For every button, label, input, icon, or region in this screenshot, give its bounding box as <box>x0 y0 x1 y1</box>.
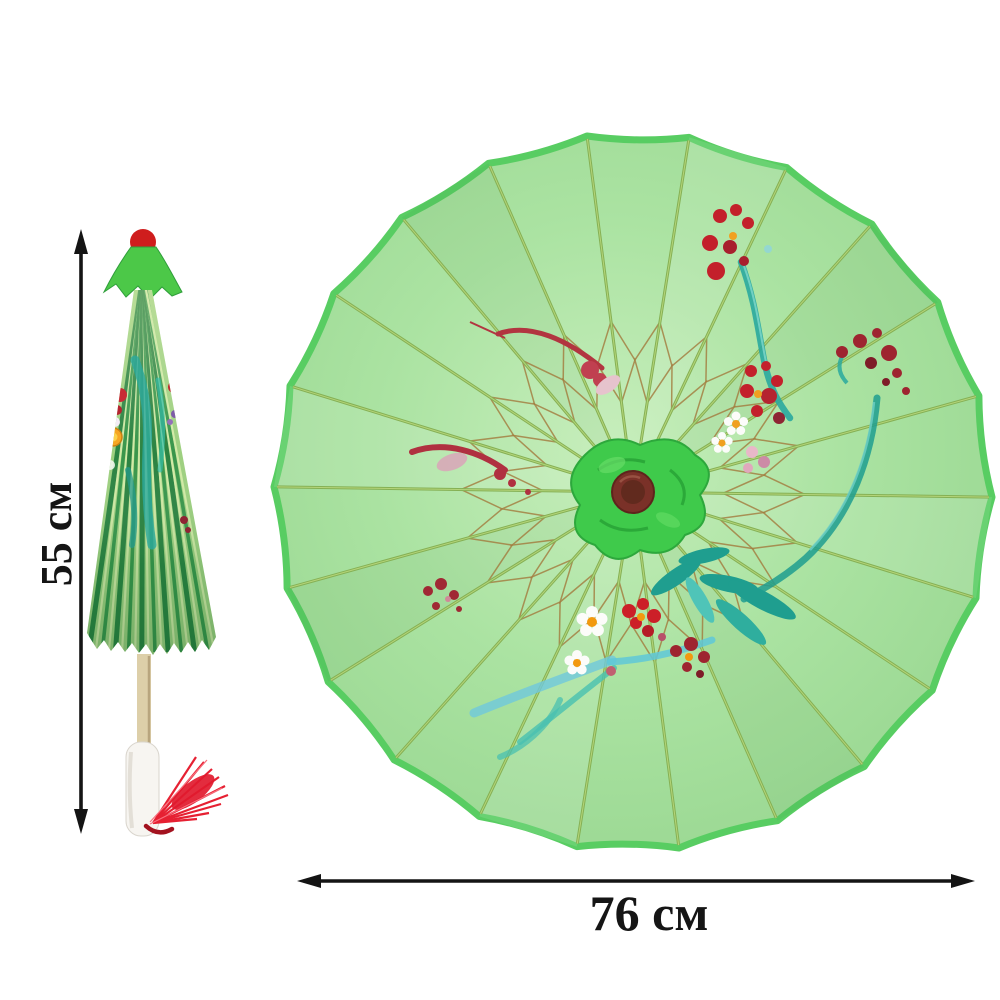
closed-umbrella <box>87 229 229 837</box>
tassel <box>143 756 229 835</box>
closed-umbrella-shaft <box>137 654 151 746</box>
arrow-down-head <box>74 809 88 834</box>
handle-highlight <box>127 751 134 829</box>
ribs-group <box>276 138 990 846</box>
diameter-dimension-arrow <box>297 874 975 888</box>
closed-umbrella-shading <box>87 290 216 655</box>
diameter-dimension-label: 76 см <box>589 885 709 941</box>
height-dimension-arrow <box>74 229 88 834</box>
arrow-right-head <box>951 874 975 888</box>
painted-flowers <box>409 204 910 760</box>
center-hub <box>611 470 655 514</box>
closed-umbrella-handle <box>125 741 160 837</box>
open-umbrella <box>270 132 996 852</box>
arrow-left-head <box>297 874 321 888</box>
height-dimension-label: 55 см <box>32 481 81 587</box>
arrow-up-head <box>74 229 88 254</box>
